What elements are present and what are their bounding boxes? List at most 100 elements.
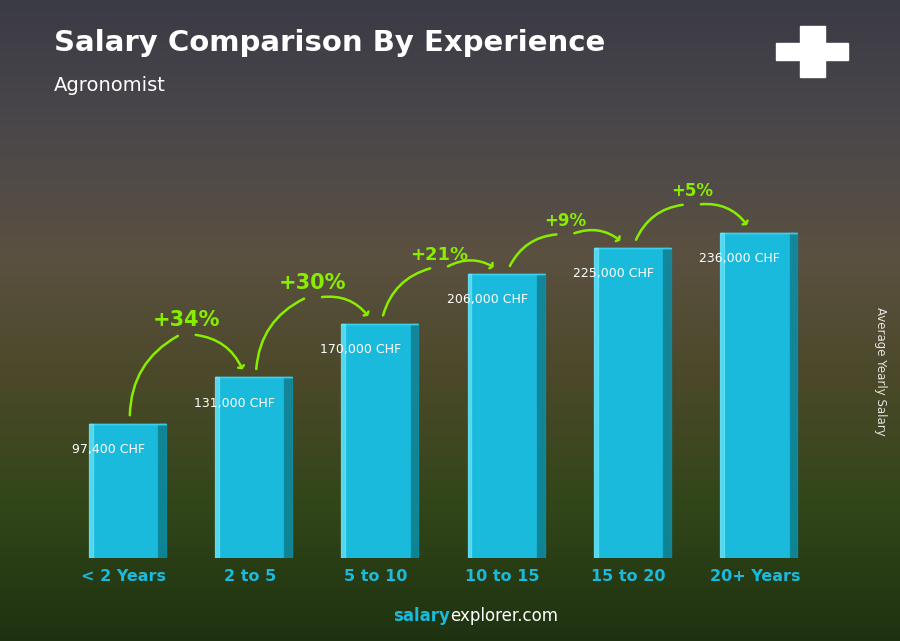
Bar bbox=[0, 463, 900, 468]
Bar bbox=[0, 410, 900, 415]
Bar bbox=[0, 169, 900, 173]
Bar bbox=[0, 239, 900, 244]
Bar bbox=[0, 378, 900, 383]
Bar bbox=[0, 98, 900, 103]
Bar bbox=[0, 156, 900, 160]
Bar bbox=[0, 517, 900, 521]
Bar bbox=[0, 624, 900, 628]
Bar bbox=[0, 485, 900, 489]
Bar bbox=[0, 13, 900, 17]
Bar bbox=[0, 17, 900, 21]
Bar bbox=[0, 21, 900, 26]
Bar bbox=[0, 271, 900, 276]
Bar bbox=[0, 506, 900, 511]
Text: 236,000 CHF: 236,000 CHF bbox=[699, 252, 780, 265]
Polygon shape bbox=[468, 274, 472, 558]
FancyBboxPatch shape bbox=[720, 233, 789, 558]
Text: salary: salary bbox=[393, 607, 450, 625]
Bar bbox=[0, 173, 900, 178]
Bar bbox=[0, 583, 900, 588]
Bar bbox=[0, 28, 900, 32]
Bar bbox=[0, 122, 900, 126]
Bar bbox=[0, 179, 900, 184]
Polygon shape bbox=[89, 424, 93, 558]
Bar bbox=[0, 181, 900, 186]
Bar bbox=[0, 564, 900, 569]
Bar bbox=[0, 515, 900, 519]
Text: +30%: +30% bbox=[279, 273, 346, 294]
Bar bbox=[0, 476, 900, 481]
Bar bbox=[0, 329, 900, 333]
Bar bbox=[0, 526, 900, 530]
Bar bbox=[0, 436, 900, 440]
Bar bbox=[0, 335, 900, 340]
Bar bbox=[0, 184, 900, 188]
Bar bbox=[0, 633, 900, 637]
Bar bbox=[0, 186, 900, 190]
Bar bbox=[0, 457, 900, 462]
Bar bbox=[0, 90, 900, 94]
Bar bbox=[0, 588, 900, 592]
Bar bbox=[0, 147, 900, 152]
Text: +21%: +21% bbox=[410, 246, 468, 263]
Bar bbox=[0, 226, 900, 231]
Bar bbox=[0, 254, 900, 258]
Bar bbox=[0, 293, 900, 297]
Bar bbox=[0, 220, 900, 224]
Bar bbox=[0, 338, 900, 342]
Bar bbox=[0, 312, 900, 316]
Bar bbox=[0, 306, 900, 310]
Bar bbox=[0, 314, 900, 319]
Bar bbox=[0, 72, 900, 77]
Bar bbox=[0, 83, 900, 88]
Bar bbox=[0, 540, 900, 545]
Bar bbox=[0, 412, 900, 417]
Bar bbox=[0, 395, 900, 399]
Bar bbox=[0, 237, 900, 242]
Bar bbox=[0, 637, 900, 641]
Bar bbox=[0, 579, 900, 583]
Bar bbox=[0, 489, 900, 494]
Bar bbox=[0, 387, 900, 391]
Bar bbox=[0, 64, 900, 69]
Bar bbox=[0, 562, 900, 566]
Bar bbox=[0, 256, 900, 261]
Bar bbox=[0, 49, 900, 53]
Bar bbox=[0, 244, 900, 248]
Bar bbox=[0, 451, 900, 455]
Bar bbox=[0, 192, 900, 197]
Bar bbox=[0, 532, 900, 537]
Bar bbox=[0, 431, 900, 436]
FancyBboxPatch shape bbox=[89, 424, 158, 558]
Bar bbox=[0, 474, 900, 479]
Text: 131,000 CHF: 131,000 CHF bbox=[194, 397, 275, 410]
Bar bbox=[0, 397, 900, 402]
Bar bbox=[0, 171, 900, 175]
Bar bbox=[0, 4, 900, 8]
Bar bbox=[0, 594, 900, 598]
FancyBboxPatch shape bbox=[341, 324, 410, 558]
Bar bbox=[0, 551, 900, 556]
Bar bbox=[800, 26, 824, 78]
FancyBboxPatch shape bbox=[468, 274, 537, 558]
Bar bbox=[0, 284, 900, 288]
Text: +9%: +9% bbox=[544, 212, 587, 230]
Bar bbox=[0, 224, 900, 229]
Bar bbox=[0, 252, 900, 256]
Bar bbox=[0, 207, 900, 212]
Bar bbox=[0, 19, 900, 24]
Text: +34%: +34% bbox=[153, 310, 220, 331]
Bar bbox=[0, 495, 900, 500]
Bar bbox=[0, 197, 900, 201]
Bar bbox=[0, 152, 900, 156]
Bar bbox=[0, 570, 900, 575]
Bar bbox=[0, 325, 900, 329]
Bar bbox=[0, 359, 900, 363]
Bar bbox=[0, 79, 900, 83]
Bar bbox=[0, 290, 900, 295]
Bar bbox=[0, 389, 900, 393]
Bar bbox=[0, 81, 900, 85]
Bar bbox=[0, 447, 900, 451]
Bar bbox=[0, 402, 900, 406]
Bar bbox=[0, 626, 900, 630]
